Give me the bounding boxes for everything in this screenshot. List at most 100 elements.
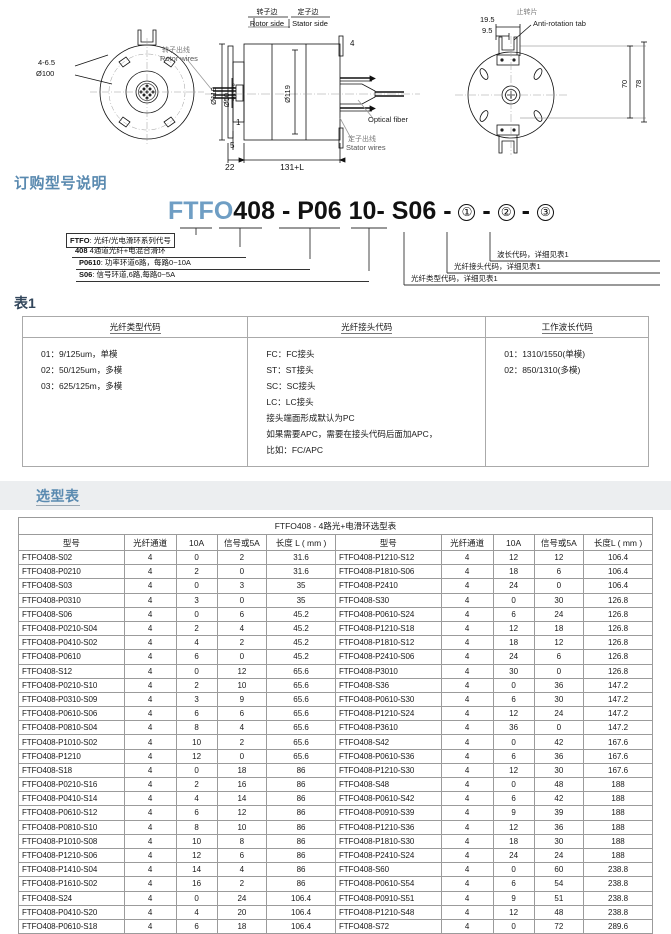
cell-value: 6 — [175, 805, 218, 821]
table-row: FTFO408-P1210-S06 4 12 6 86 FTFO408-P2410-S24… — [18, 847, 653, 864]
cell-model: FTFO408-P0810-S10 — [18, 819, 125, 835]
cell-value: 65.6 — [266, 706, 336, 722]
cell-value: 2 — [175, 620, 218, 637]
td-fiber-type-list: 01：9/125um，单模 02：50/125um，多模 03：625/125m… — [21, 337, 249, 467]
cell-value: 18 — [216, 918, 268, 934]
cell-value: 12 — [492, 620, 535, 637]
cell-value: 4 — [440, 762, 494, 779]
dim-thk1: 1 — [236, 118, 241, 127]
dim-len22: 22 — [225, 162, 235, 172]
cell-value: 30 — [533, 833, 585, 849]
dim-t95: 9.5 — [482, 26, 492, 35]
cell-value: 4 — [123, 620, 177, 637]
cell-value: 4 — [440, 620, 494, 637]
dim-d50-tol-top: +0 — [231, 83, 236, 89]
legend-p0610-text: : 功率环道6路，每路0~10A — [100, 258, 191, 267]
legend-s06-code: S06 — [79, 270, 93, 279]
cell-value: 6 — [492, 691, 535, 708]
table-row: FTFO408-P0610-S12 4 6 12 86 FTFO408-P0910-S39… — [18, 805, 653, 821]
dim-d119-left: Ø119 — [209, 87, 218, 105]
optical-fiber-label: Optical fiber — [368, 115, 409, 124]
cell-value: 2 — [175, 776, 218, 793]
connector-item: SC：SC接头 — [266, 381, 316, 391]
cell-model: FTFO408-P0610 — [18, 649, 125, 665]
cell-value: 4 — [123, 805, 177, 821]
cell-value: 60 — [533, 862, 585, 878]
cell-model: FTFO408-P1210-S24 — [334, 706, 442, 722]
cell-value: 167.6 — [583, 762, 653, 779]
cell-value: 238.8 — [583, 862, 653, 878]
table-row: FTFO408-P0410-S20 4 4 20 106.4 FTFO408-P1210-… — [18, 904, 653, 920]
cell-value: 4 — [216, 862, 268, 878]
cell-model: FTFO408-P0610-S06 — [18, 706, 125, 722]
cell-value: 188 — [583, 791, 653, 807]
cell-value: 14 — [175, 862, 218, 878]
cell-value: 6 — [533, 649, 585, 665]
cell-model: FTFO408-P0210 — [18, 564, 125, 580]
technical-drawing: 转子边 定子边 Rotor side Stator side 转子出线 Roto… — [0, 0, 671, 172]
cell-model: FTFO408-S12 — [18, 663, 125, 679]
cell-model: FTFO408-P0610-S42 — [334, 791, 442, 807]
connector-item: LC：LC接头 — [266, 397, 314, 407]
cell-value: 4 — [440, 734, 494, 750]
cell-value: 4 — [440, 677, 494, 693]
model-code-breakdown: FTFO408 - P06 10- S06 - ① - ② - ③ FTFO: … — [0, 197, 671, 293]
code-description-table: 光纤类型代码 光纤接头代码 工作波长代码 01：9/125um，单模 02：50… — [21, 316, 649, 467]
td-wavelength-list: 01：1310/1550(单模) 02：850/1310(多模) — [485, 337, 649, 467]
cell-value: 8 — [175, 720, 218, 736]
stator-wires-cn-label: 定子出线 — [348, 134, 376, 143]
cell-value: 147.2 — [583, 720, 653, 736]
th-length-right: 长度L ( mm ) — [583, 534, 653, 551]
rotor-side-cn-label: 转子边 — [257, 7, 278, 16]
cell-model: FTFO408-P0610-S24 — [334, 606, 442, 622]
legend-ftfo: FTFO: 光纤/光电滑环系列代号 — [66, 233, 175, 248]
cell-model: FTFO408-P0210-S16 — [18, 776, 125, 793]
cell-value: 6 — [492, 748, 535, 764]
model-circle-1: ① — [458, 204, 476, 221]
cell-value: 4 — [440, 819, 494, 835]
dim-d50-tol-bot: -0.1 — [231, 93, 236, 101]
table-row: FTFO408-S06 4 0 6 45.2 FTFO408-P0610-S24 4 6 24 1… — [18, 606, 653, 622]
cell-value: 24 — [533, 847, 585, 864]
dim-d50: Ø50 — [222, 93, 231, 107]
cell-value: 86 — [266, 791, 336, 807]
cell-value: 72 — [533, 918, 585, 934]
cell-model: FTFO408-P0310-S09 — [18, 691, 125, 708]
cell-value: 0 — [533, 720, 585, 736]
table-row: FTFO408-P0410-S14 4 4 14 86 FTFO408-P0610-S42… — [18, 791, 653, 807]
cell-value: 86 — [266, 762, 336, 779]
cell-model: FTFO408-P0610-S36 — [334, 748, 442, 764]
cell-value: 238.8 — [583, 876, 653, 892]
cell-model: FTFO408-P1610-S02 — [18, 876, 125, 892]
cell-value: 0 — [533, 663, 585, 679]
cell-model: FTFO408-P2410-S24 — [334, 847, 442, 864]
cell-value: 147.2 — [583, 691, 653, 708]
cell-value: 45.2 — [266, 649, 336, 665]
cell-value: 30 — [533, 592, 585, 608]
cell-value: 106.4 — [583, 549, 653, 566]
cell-value: 4 — [123, 677, 177, 693]
wavelength-item: 01：1310/1550(单模) — [504, 349, 586, 359]
cell-value: 20 — [216, 904, 268, 920]
cell-value: 24 — [492, 578, 535, 594]
cell-value: 86 — [266, 876, 336, 892]
cell-value: 106.4 — [266, 890, 336, 906]
cell-value: 45.2 — [266, 635, 336, 651]
table-row: FTFO408-S24 4 0 24 106.4 FTFO408-P0910-S51 4 9 5… — [18, 890, 653, 906]
cell-model: FTFO408-P0610-S54 — [334, 876, 442, 892]
cell-value: 86 — [266, 862, 336, 878]
cell-value: 31.6 — [266, 549, 336, 566]
cell-value: 35 — [266, 592, 336, 608]
cell-value: 6 — [175, 918, 218, 934]
cell-value: 4 — [123, 918, 177, 934]
cell-value: 4 — [123, 748, 177, 764]
table-row: FTFO408-P0210-S10 4 2 10 65.6 FTFO408-S36 4 0 36… — [18, 677, 653, 693]
selection-table: FTFO408 - 4路光+电滑环选型表 型号 光纤通道 10A 信号或5A 长… — [18, 517, 653, 934]
cell-model: FTFO408-P0310 — [18, 592, 125, 608]
model-power: P06 — [297, 197, 342, 225]
cell-value: 16 — [175, 876, 218, 892]
cell-value: 4 — [440, 578, 494, 594]
cell-model: FTFO408-P3010 — [334, 663, 442, 679]
th-10a-left: 10A — [175, 534, 218, 551]
th-fiber-type: 光纤类型代码 — [21, 316, 249, 338]
